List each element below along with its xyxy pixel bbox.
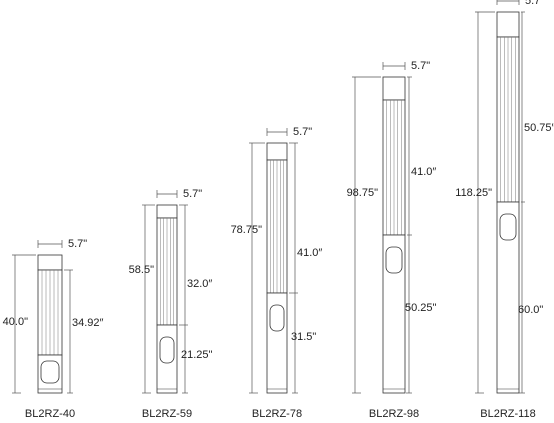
base [382,234,406,394]
cap [156,204,178,219]
overall-label: 118.25" [455,187,492,199]
fixture: 5.7" 98.75" 41.0″ 50.25" BL2RZ-98 [347,60,437,420]
upper-label: 34.92″ [72,317,104,329]
model-name: BL2RZ-59 [142,408,192,420]
lower-label: 31.5" [291,331,316,343]
access-door [499,213,517,241]
width-label: 5.7" [183,188,202,200]
model-name: BL2RZ-118 [480,408,535,420]
cap [37,254,63,271]
width-label: 5.7" [293,126,312,138]
lower-label: 50.25" [405,302,437,314]
overall-label: 98.75" [347,187,379,199]
width-label: 5.7" [68,238,87,250]
model-name: BL2RZ-78 [252,408,302,420]
upper-label: 41.0″ [297,247,322,259]
width-label: 5.7" [525,0,544,7]
fixture: 5.7" 78.75" 41.0″ 31.5" BL2RZ-78 [231,126,323,420]
upper-label: 32.0″ [187,278,212,290]
access-door [385,246,403,274]
lower-label: 60.0" [518,304,543,316]
fixture: 5.7" 118.25" 50.75″ 60.0" BL2RZ-118 [455,0,554,420]
cap [496,11,520,38]
base [496,201,520,394]
upper-label: 50.75″ [524,122,554,134]
cap [382,76,406,101]
model-name: BL2RZ-98 [369,408,419,420]
fixture: 5.7" 40.0" 34.92″ BL2RZ-40 [3,238,104,420]
overall-label: 40.0" [3,316,28,328]
access-door [40,360,60,384]
upper-label: 41.0″ [411,166,436,178]
lower-label: 21.25" [181,349,213,361]
fixture: 5.7" 58.5" 32.0″ 21.25" BL2RZ-59 [129,188,213,420]
width-label: 5.7" [411,60,430,72]
access-door [269,304,285,332]
overall-label: 78.75" [231,224,263,236]
access-door [159,336,175,364]
model-name: BL2RZ-40 [25,408,75,420]
overall-label: 58.5" [129,264,154,276]
cap [266,142,288,161]
